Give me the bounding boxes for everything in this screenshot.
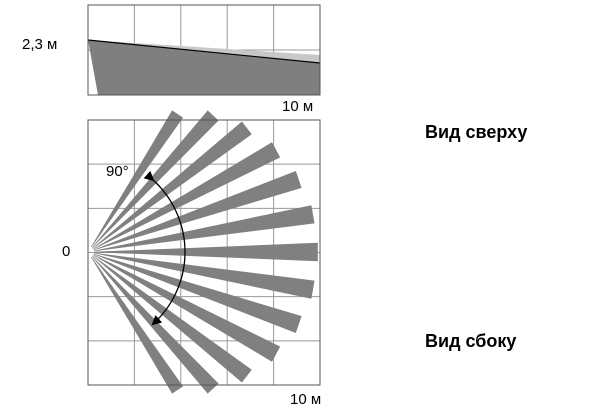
top-frame xyxy=(87,119,321,386)
origin-label: 0 xyxy=(62,243,70,260)
side-line xyxy=(87,39,321,64)
detection-beam xyxy=(91,256,184,394)
caption-top: Вид сверху xyxy=(425,122,527,142)
detection-beam xyxy=(93,142,281,250)
distance-label: 10 м xyxy=(290,391,321,408)
detection-beam xyxy=(92,121,252,249)
distance-label: 10 м xyxy=(282,98,313,115)
fan xyxy=(91,110,318,394)
height-label: 2,3 м xyxy=(22,36,57,53)
detection-beam xyxy=(91,110,184,248)
angle-arc xyxy=(143,170,186,326)
detection-beam xyxy=(92,255,252,383)
detection-beam xyxy=(93,254,281,362)
side-frame xyxy=(87,4,321,96)
caption-bottom: Вид сбоку xyxy=(425,331,516,351)
detection-beam xyxy=(94,242,318,262)
side-zone xyxy=(88,40,320,95)
angle-label: 90° xyxy=(106,163,129,180)
